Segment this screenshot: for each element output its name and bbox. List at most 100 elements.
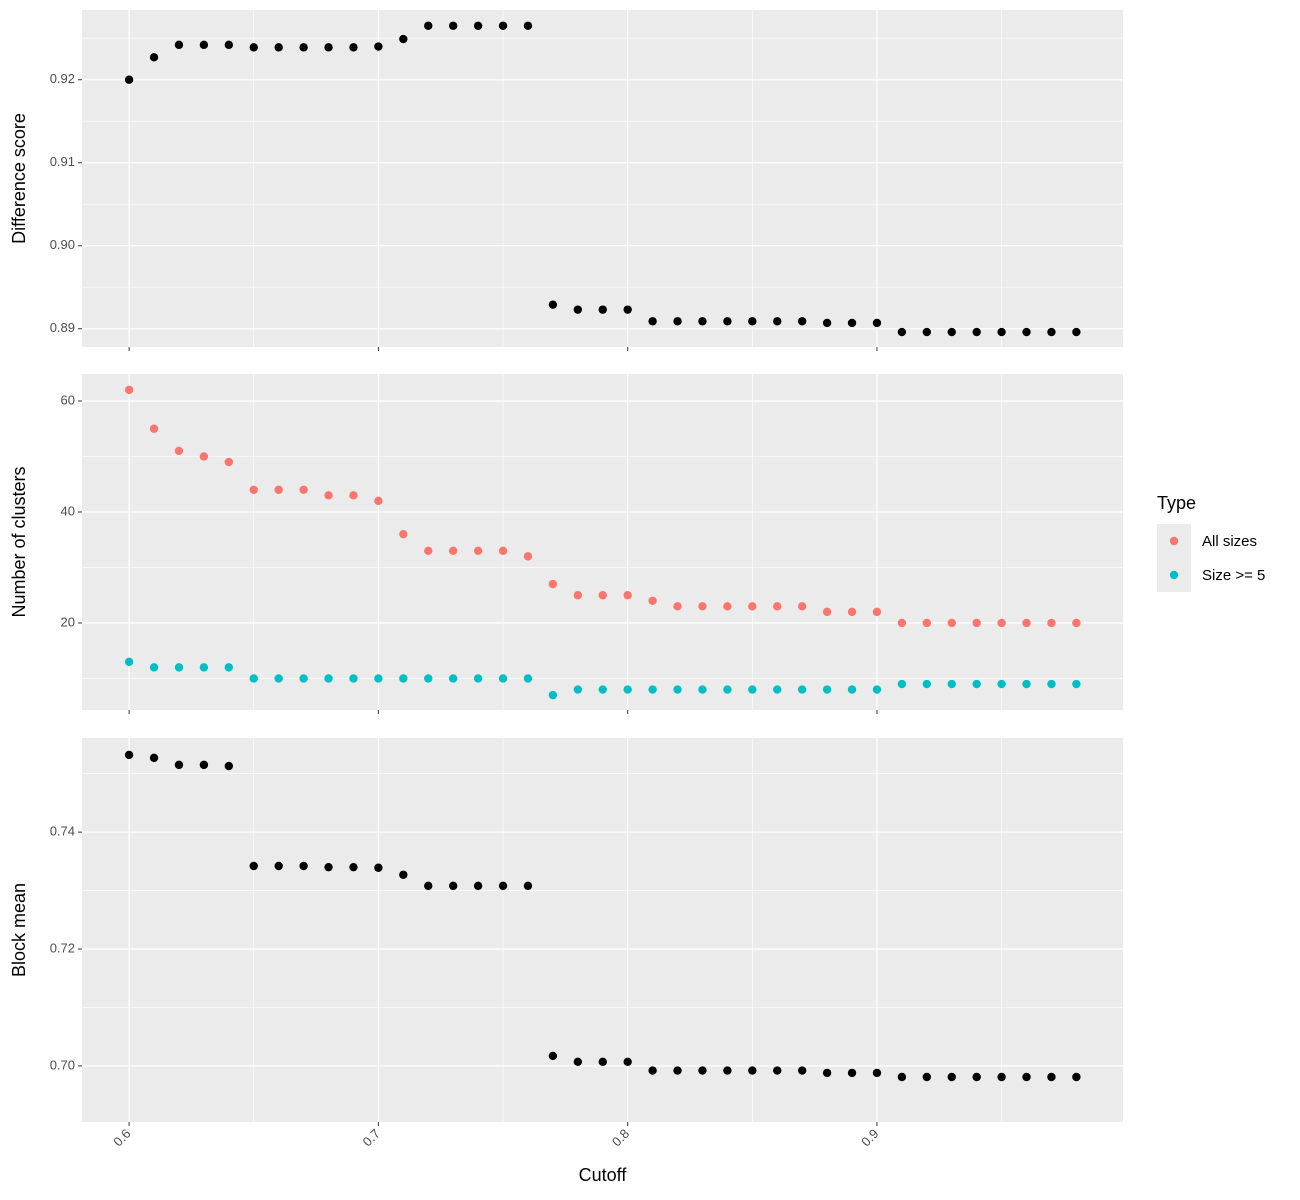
point	[972, 1072, 981, 1082]
x-axis-title: Cutoff	[579, 1165, 628, 1185]
point	[274, 861, 283, 871]
point	[922, 327, 932, 337]
point	[224, 40, 234, 50]
point	[623, 305, 632, 314]
point	[249, 485, 258, 494]
point	[1022, 618, 1031, 628]
point	[673, 317, 682, 326]
point	[773, 317, 782, 326]
point	[598, 1057, 607, 1066]
point	[872, 1068, 882, 1078]
point	[648, 685, 657, 694]
point	[822, 1068, 832, 1078]
point	[399, 529, 408, 539]
point	[847, 318, 857, 328]
point	[797, 602, 807, 611]
point	[424, 881, 433, 891]
point	[299, 674, 308, 683]
point	[498, 881, 508, 891]
point	[1022, 679, 1031, 689]
point	[274, 674, 283, 683]
point	[748, 317, 757, 326]
point	[872, 607, 882, 617]
point	[124, 657, 134, 667]
point	[723, 602, 732, 611]
point	[673, 1066, 682, 1075]
point	[448, 546, 458, 556]
y-tick-label: 0.74	[50, 824, 75, 839]
point	[648, 1066, 657, 1075]
point	[523, 552, 533, 561]
point	[997, 327, 1006, 337]
x-tick-label: 0.9	[858, 1126, 881, 1149]
point	[698, 1066, 707, 1075]
point	[748, 602, 757, 611]
point	[124, 75, 134, 84]
point	[723, 685, 732, 694]
point	[1072, 679, 1081, 689]
y-tick-label: 0.89	[50, 320, 75, 335]
point	[797, 317, 807, 326]
point	[822, 685, 832, 694]
point	[199, 663, 209, 672]
point	[897, 679, 907, 689]
point	[224, 457, 234, 467]
point	[1047, 618, 1056, 628]
point	[124, 750, 134, 760]
point	[1072, 327, 1081, 337]
point	[947, 679, 956, 689]
point	[1047, 327, 1056, 337]
x-tick-label: 0.6	[110, 1126, 133, 1149]
point	[174, 40, 184, 50]
point	[598, 591, 607, 600]
y-tick-label: 0.91	[50, 154, 75, 169]
point	[324, 862, 333, 872]
point	[773, 1066, 782, 1075]
point	[149, 53, 159, 62]
point	[947, 327, 956, 337]
point	[448, 881, 458, 891]
point	[698, 317, 707, 326]
point	[498, 546, 508, 556]
point	[872, 685, 882, 694]
point	[897, 327, 907, 337]
point	[324, 43, 333, 52]
point	[523, 21, 533, 30]
point	[847, 1068, 857, 1078]
point	[648, 317, 657, 326]
point	[673, 685, 682, 694]
y-axis-title: Difference score	[9, 113, 29, 244]
point	[349, 674, 358, 683]
point	[947, 1072, 956, 1082]
point	[498, 21, 508, 30]
point	[1047, 1072, 1056, 1082]
y-axis-title: Number of clusters	[9, 466, 29, 617]
y-tick-label: 0.72	[50, 940, 75, 955]
point	[698, 685, 707, 694]
point	[473, 674, 483, 683]
point	[972, 327, 981, 337]
y-tick-label: 40	[61, 503, 75, 518]
point	[249, 674, 258, 683]
point	[997, 618, 1006, 628]
legend-label: Size >= 5	[1202, 567, 1265, 584]
panel-background	[82, 10, 1123, 347]
point	[299, 861, 308, 871]
point	[773, 685, 782, 694]
point	[149, 424, 159, 433]
point	[473, 881, 483, 891]
panel-background	[82, 374, 1123, 710]
point	[748, 685, 757, 694]
point	[1022, 1072, 1031, 1082]
point	[149, 663, 159, 672]
point	[623, 1057, 632, 1066]
point	[548, 690, 558, 700]
point	[698, 602, 707, 611]
point	[1072, 1072, 1081, 1082]
x-tick-label: 0.8	[609, 1126, 632, 1149]
point	[997, 1072, 1006, 1082]
point	[922, 1072, 932, 1082]
x-tick-label: 0.7	[360, 1126, 383, 1149]
point	[947, 618, 956, 628]
